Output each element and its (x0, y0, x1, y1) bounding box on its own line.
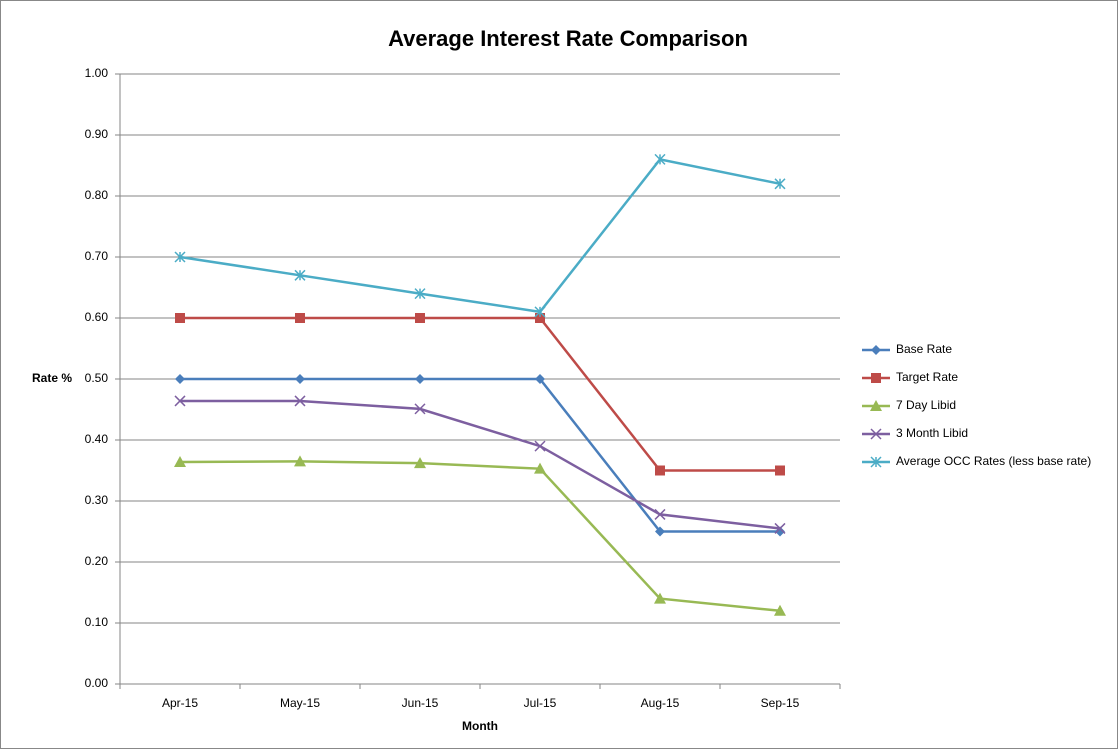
marker (415, 374, 425, 384)
marker (774, 522, 786, 534)
y-tick-label: 0.50 (85, 371, 109, 385)
x-tick-label: Sep-15 (761, 696, 800, 710)
marker (775, 465, 785, 476)
legend-label: Target Rate (896, 370, 958, 384)
y-tick-label: 0.60 (85, 310, 109, 324)
marker (654, 508, 666, 520)
x-tick-label: May-15 (280, 696, 320, 710)
marker (415, 313, 425, 323)
y-tick-label: 0.70 (85, 249, 109, 263)
chart-title: Average Interest Rate Comparison (388, 26, 748, 51)
series-line (179, 158, 781, 314)
marker (655, 526, 665, 537)
y-tick-label: 0.80 (85, 188, 109, 202)
x-tick-label: Jun-15 (402, 696, 439, 710)
marker (534, 462, 546, 474)
marker (534, 306, 546, 318)
y-axis-title: Rate % (32, 371, 72, 385)
legend-marker (871, 373, 881, 383)
legend-label: Base Rate (896, 342, 952, 356)
marker (294, 395, 306, 407)
series-line (180, 399, 781, 530)
marker (655, 465, 665, 476)
marker (295, 374, 305, 384)
legend-label: 3 Month Libid (896, 426, 968, 440)
legend-label: Average OCC Rates (less base rate) (896, 454, 1091, 468)
marker (175, 374, 185, 384)
marker (774, 604, 786, 616)
legend-label: 7 Day Libid (896, 398, 956, 412)
x-tick-label: Aug-15 (641, 696, 680, 710)
x-tick-label: Apr-15 (162, 696, 198, 710)
marker (534, 440, 546, 452)
marker (294, 455, 306, 467)
marker (174, 395, 186, 407)
marker (175, 313, 185, 323)
series-line (179, 460, 781, 613)
y-tick-label: 0.30 (85, 493, 109, 507)
legend-marker (871, 345, 881, 355)
x-axis-title: Month (462, 719, 498, 733)
y-tick-label: 0.00 (85, 676, 109, 690)
marker (294, 269, 306, 281)
marker (414, 403, 426, 415)
marker (295, 313, 305, 323)
marker (414, 288, 426, 300)
marker (174, 455, 186, 467)
legend-marker (870, 456, 882, 468)
y-tick-label: 0.10 (85, 615, 109, 629)
y-tick-label: 0.40 (85, 432, 109, 446)
marker (414, 457, 426, 469)
legend-marker (870, 428, 882, 440)
series-line (180, 377, 780, 533)
x-tick-label: Jul-15 (524, 696, 557, 710)
marker (654, 592, 666, 604)
marker (535, 313, 545, 323)
marker (654, 153, 666, 165)
y-tick-label: 0.20 (85, 554, 109, 568)
legend-marker (870, 400, 882, 411)
marker (774, 178, 786, 190)
y-tick-label: 1.00 (85, 66, 109, 80)
y-tick-label: 0.90 (85, 127, 109, 141)
marker (535, 374, 545, 384)
marker (174, 251, 186, 263)
series-line (180, 316, 780, 472)
